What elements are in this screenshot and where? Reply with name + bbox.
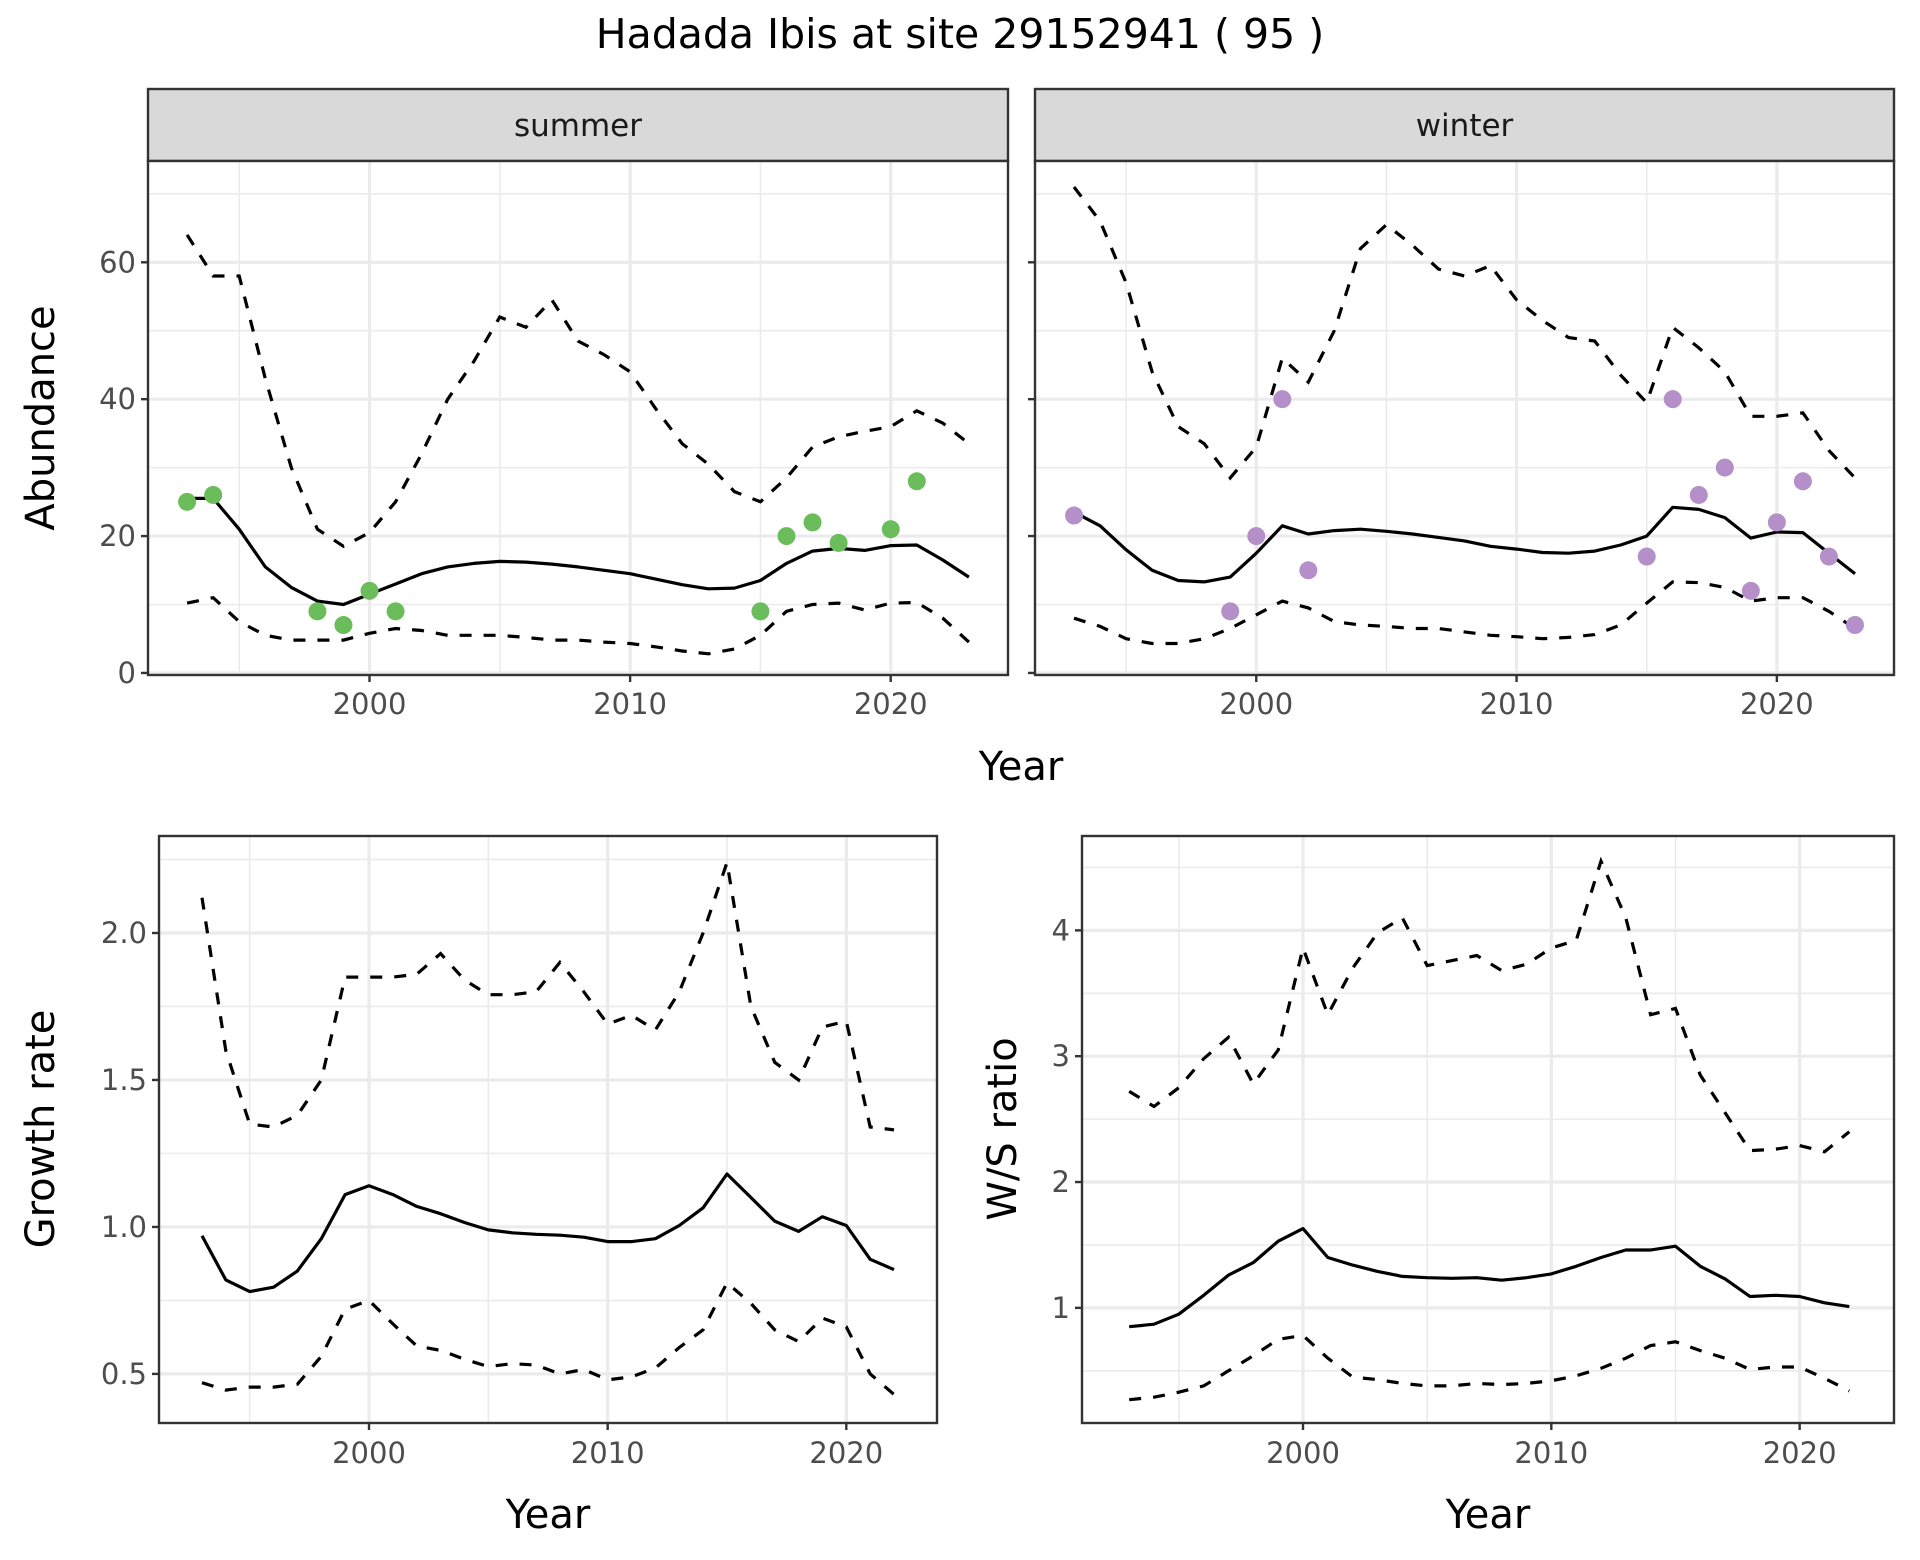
data-point xyxy=(1637,547,1656,566)
data-point xyxy=(829,533,848,552)
x-tick-label: 2000 xyxy=(333,687,407,721)
series-line-upper xyxy=(185,234,970,549)
plot-background xyxy=(148,161,1008,675)
data-point xyxy=(1299,561,1318,580)
data-point xyxy=(1767,513,1786,532)
x-tick-label: 2020 xyxy=(1740,687,1814,721)
y-tick-label: 60 xyxy=(99,245,136,279)
y-tick-label: 3 xyxy=(1052,1039,1070,1073)
y-tick-label: 0.5 xyxy=(101,1357,147,1391)
data-point xyxy=(178,492,197,511)
data-point xyxy=(751,602,770,621)
plot-background xyxy=(159,836,937,1423)
series-line-lower xyxy=(1129,1333,1851,1402)
series-line-lower xyxy=(1073,580,1856,646)
data-point xyxy=(308,602,327,621)
data-point xyxy=(881,520,900,539)
panel-abundance-summer: summer 2000 2010 2020 0 20 40 60 xyxy=(99,87,1010,721)
x-axis-title-top: Year xyxy=(978,744,1064,790)
x-tick-label: 2000 xyxy=(1219,687,1293,721)
panel-border xyxy=(1080,834,1896,1425)
panel-abundance-winter: winter 2000 2010 2020 xyxy=(1028,87,1896,721)
data-point xyxy=(1715,458,1734,477)
plot-background xyxy=(1082,836,1894,1423)
y-tick-label: 4 xyxy=(1052,913,1070,947)
x-axis-title-ws: Year xyxy=(1445,1492,1531,1538)
panel-border xyxy=(157,834,939,1425)
x-tick-label: 2010 xyxy=(571,1436,645,1470)
data-point xyxy=(803,513,822,532)
data-point xyxy=(1273,390,1292,409)
data-point xyxy=(777,527,796,546)
data-point xyxy=(1819,547,1838,566)
facet-strip-label: summer xyxy=(514,108,642,144)
data-point xyxy=(1689,485,1708,504)
x-tick-label: 2020 xyxy=(809,1436,883,1470)
y-tick-label: 1.5 xyxy=(101,1063,147,1097)
data-point xyxy=(907,472,926,491)
x-tick-label: 2020 xyxy=(1763,1436,1837,1470)
y-tick-label: 1.0 xyxy=(101,1210,147,1244)
figure-title: Hadada Ibis at site 29152941 ( 95 ) xyxy=(596,10,1324,58)
y-tick-label: 0 xyxy=(118,656,136,690)
data-point xyxy=(1845,616,1864,635)
series-line-upper xyxy=(1128,856,1851,1154)
series-line-mean xyxy=(200,1172,895,1294)
x-axis-title-growth: Year xyxy=(505,1492,591,1538)
series-line-lower xyxy=(186,595,970,656)
data-point xyxy=(204,485,223,504)
series-line-mean xyxy=(1073,505,1856,584)
x-tick-label: 2010 xyxy=(593,687,667,721)
panel-growth-rate: 2000 2010 2020 0.5 1.0 1.5 2.0 xyxy=(101,834,939,1470)
data-point xyxy=(1247,527,1266,546)
x-tick-label: 2010 xyxy=(1480,687,1554,721)
y-tick-label: 2 xyxy=(1052,1165,1070,1199)
facet-strip xyxy=(146,87,1010,163)
y-axis-title-growth: Growth rate xyxy=(18,1010,64,1249)
series-line-mean xyxy=(1129,1226,1850,1329)
x-tick-label: 2000 xyxy=(1266,1436,1340,1470)
y-tick-label: 20 xyxy=(99,519,136,553)
data-point xyxy=(1741,581,1760,600)
facet-strip-label: winter xyxy=(1416,108,1514,144)
data-point xyxy=(334,616,353,635)
panel-ws-ratio: 2000 2010 2020 1 2 3 4 xyxy=(1052,834,1896,1470)
data-point xyxy=(1065,506,1084,525)
data-point xyxy=(1663,390,1682,409)
y-tick-label: 1 xyxy=(1052,1291,1070,1325)
data-point xyxy=(360,581,379,600)
x-tick-label: 2010 xyxy=(1514,1436,1588,1470)
facet-strip xyxy=(1033,87,1896,163)
y-axis-title-abundance: Abundance xyxy=(18,305,64,530)
data-point xyxy=(1793,472,1812,491)
y-axis-title-ws: W/S ratio xyxy=(980,1037,1026,1220)
series-line-lower xyxy=(201,1280,896,1396)
x-tick-label: 2000 xyxy=(332,1436,406,1470)
y-tick-label: 40 xyxy=(99,382,136,416)
series-line-upper xyxy=(200,861,895,1132)
series-line-upper xyxy=(1072,186,1857,481)
data-point xyxy=(386,602,405,621)
y-tick-label: 2.0 xyxy=(101,916,147,950)
x-tick-label: 2020 xyxy=(854,687,928,721)
panel-border xyxy=(1033,159,1896,677)
panel-border xyxy=(146,159,1010,677)
data-point xyxy=(1221,602,1240,621)
